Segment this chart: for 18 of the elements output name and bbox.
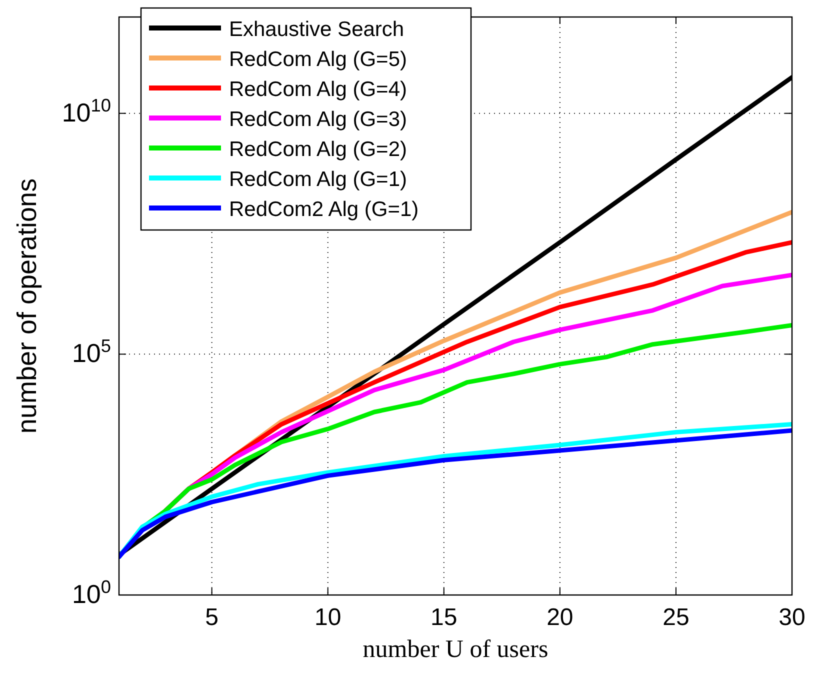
x-axis-title: number U of users — [362, 636, 548, 663]
legend-label: RedCom Alg (G=5) — [229, 48, 407, 71]
y-axis-title: number of operations — [12, 178, 42, 434]
legend-label: RedCom Alg (G=3) — [229, 108, 407, 131]
y-tick-label: 10$^{0}$ — [72, 577, 111, 609]
x-tick-label: 5 — [205, 604, 219, 631]
x-tick-label: 10 — [314, 604, 342, 631]
legend-label: Exhaustive Search — [229, 18, 404, 41]
x-tick-label: 30 — [778, 604, 806, 631]
x-tick-label: 15 — [430, 604, 458, 631]
y-tick-label: 10$^{10}$ — [62, 95, 111, 128]
x-tick-label: 20 — [546, 604, 574, 631]
legend-label: RedCom2 Alg (G=1) — [229, 198, 419, 221]
x-tick-label: 25 — [662, 604, 690, 631]
legend-label: RedCom Alg (G=4) — [229, 78, 407, 101]
legend-label: RedCom Alg (G=2) — [229, 138, 407, 161]
y-tick-label: 10$^{5}$ — [72, 336, 111, 368]
legend-label: RedCom Alg (G=1) — [229, 168, 407, 191]
